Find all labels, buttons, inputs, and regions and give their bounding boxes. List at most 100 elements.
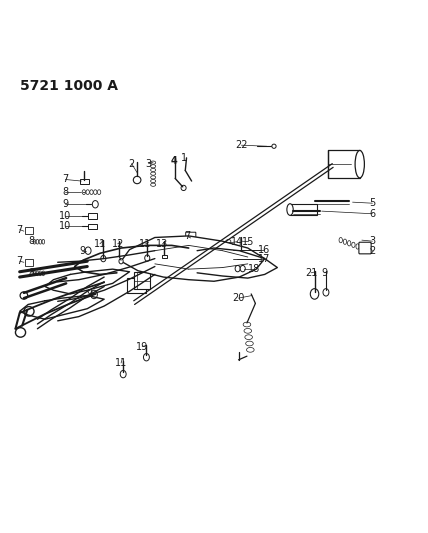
Circle shape <box>323 289 329 296</box>
Polygon shape <box>88 224 98 229</box>
Text: 18: 18 <box>248 264 261 273</box>
Ellipse shape <box>244 328 252 333</box>
Text: 1: 1 <box>181 154 187 164</box>
Ellipse shape <box>24 306 34 316</box>
Ellipse shape <box>287 204 293 215</box>
Text: 5: 5 <box>369 198 375 208</box>
Polygon shape <box>25 227 33 235</box>
Text: 20: 20 <box>232 293 245 303</box>
Text: 13: 13 <box>156 239 169 249</box>
Text: 7: 7 <box>62 174 68 184</box>
Circle shape <box>145 255 150 261</box>
Text: 3: 3 <box>369 236 375 246</box>
Text: 17: 17 <box>258 254 270 264</box>
Text: 9: 9 <box>86 289 92 300</box>
Text: 3: 3 <box>146 159 152 168</box>
Circle shape <box>91 290 98 298</box>
Ellipse shape <box>247 348 254 352</box>
Text: 7: 7 <box>17 256 23 266</box>
Text: 6: 6 <box>369 209 375 219</box>
Text: 7: 7 <box>185 231 191 241</box>
Ellipse shape <box>42 239 45 244</box>
Ellipse shape <box>226 243 231 246</box>
Ellipse shape <box>33 271 36 276</box>
Circle shape <box>120 370 126 378</box>
Polygon shape <box>128 278 146 293</box>
Ellipse shape <box>82 190 86 195</box>
Circle shape <box>143 353 149 361</box>
Ellipse shape <box>348 241 351 246</box>
Text: 16: 16 <box>258 245 270 255</box>
Ellipse shape <box>33 239 36 244</box>
FancyBboxPatch shape <box>359 242 371 254</box>
Text: 9: 9 <box>79 246 85 256</box>
Ellipse shape <box>36 239 39 244</box>
Ellipse shape <box>36 271 39 276</box>
Ellipse shape <box>245 335 253 340</box>
Text: 8: 8 <box>28 268 35 278</box>
Text: 4: 4 <box>170 156 177 166</box>
Ellipse shape <box>133 176 141 184</box>
Ellipse shape <box>20 292 28 299</box>
Ellipse shape <box>94 190 97 195</box>
Text: 8: 8 <box>62 187 68 197</box>
Polygon shape <box>80 179 89 184</box>
Ellipse shape <box>42 271 45 276</box>
Ellipse shape <box>343 239 347 244</box>
Text: 9: 9 <box>62 199 68 209</box>
Ellipse shape <box>226 247 231 250</box>
Polygon shape <box>25 259 33 266</box>
Ellipse shape <box>151 161 156 164</box>
Polygon shape <box>121 236 265 281</box>
Ellipse shape <box>243 322 251 327</box>
Text: 8: 8 <box>28 236 35 246</box>
Ellipse shape <box>90 190 93 195</box>
Ellipse shape <box>356 244 360 249</box>
Ellipse shape <box>272 144 276 148</box>
Text: 11: 11 <box>94 239 106 249</box>
Circle shape <box>239 249 243 254</box>
Text: 22: 22 <box>235 140 248 150</box>
Ellipse shape <box>226 240 231 243</box>
Text: 14: 14 <box>231 237 244 247</box>
Polygon shape <box>290 204 318 215</box>
Ellipse shape <box>246 341 253 346</box>
Ellipse shape <box>15 328 26 337</box>
Polygon shape <box>88 213 98 219</box>
Ellipse shape <box>98 190 101 195</box>
Ellipse shape <box>151 165 156 168</box>
Text: 5721 1000 A: 5721 1000 A <box>20 79 118 93</box>
Text: 21: 21 <box>305 268 317 278</box>
Ellipse shape <box>181 185 186 191</box>
Ellipse shape <box>151 168 156 172</box>
Polygon shape <box>328 150 360 178</box>
Ellipse shape <box>151 172 156 175</box>
Circle shape <box>240 265 245 272</box>
Ellipse shape <box>86 190 89 195</box>
Polygon shape <box>162 255 166 258</box>
Circle shape <box>85 247 91 254</box>
Text: 19: 19 <box>136 342 149 352</box>
Text: 2: 2 <box>128 159 135 168</box>
Circle shape <box>310 289 319 299</box>
Ellipse shape <box>339 238 342 243</box>
Ellipse shape <box>151 183 156 187</box>
Circle shape <box>119 259 123 264</box>
Polygon shape <box>134 272 150 289</box>
Text: 11: 11 <box>140 239 152 249</box>
Circle shape <box>101 255 106 262</box>
Text: 7: 7 <box>17 224 23 235</box>
Text: 15: 15 <box>242 237 255 247</box>
Text: 2: 2 <box>369 246 375 256</box>
Ellipse shape <box>151 176 156 179</box>
Text: 10: 10 <box>59 221 71 231</box>
Text: 12: 12 <box>112 239 124 249</box>
Ellipse shape <box>151 180 156 183</box>
Circle shape <box>92 200 98 208</box>
Ellipse shape <box>39 271 42 276</box>
Ellipse shape <box>355 150 364 178</box>
Text: 9: 9 <box>321 268 328 278</box>
Ellipse shape <box>352 242 355 247</box>
Ellipse shape <box>226 251 231 254</box>
Text: 10: 10 <box>59 211 71 221</box>
